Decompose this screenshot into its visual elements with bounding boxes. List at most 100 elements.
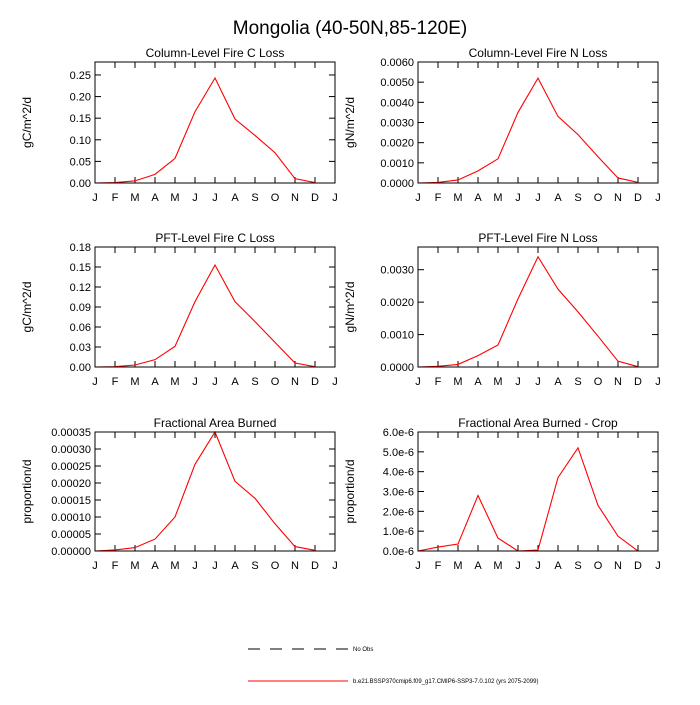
x-tick-label: M bbox=[453, 192, 462, 204]
x-tick-label: S bbox=[251, 560, 258, 572]
x-tick-label: A bbox=[151, 192, 159, 204]
y-tick-label: 0.10 bbox=[70, 135, 91, 147]
x-tick-label: M bbox=[493, 560, 502, 572]
x-tick-label: J bbox=[192, 192, 198, 204]
x-tick-label: D bbox=[311, 560, 319, 572]
y-tick-label: 0.00010 bbox=[51, 512, 91, 524]
y-axis-label: gC/m^2/d bbox=[20, 97, 34, 148]
x-tick-label: M bbox=[170, 560, 179, 572]
y-tick-label: 6.0e-6 bbox=[383, 427, 414, 439]
x-tick-label: A bbox=[151, 376, 159, 388]
y-tick-label: 0.0030 bbox=[380, 265, 414, 277]
legend-label: No Obs bbox=[353, 647, 373, 653]
x-tick-label: J bbox=[515, 376, 521, 388]
y-tick-label: 0.0020 bbox=[380, 297, 414, 309]
y-tick-label: 0.0000 bbox=[380, 362, 414, 374]
y-tick-label: 0.12 bbox=[70, 282, 91, 294]
x-tick-label: J bbox=[515, 192, 521, 204]
y-axis-label: proportion/d bbox=[343, 459, 357, 523]
y-tick-label: 0.00000 bbox=[51, 546, 91, 558]
panel-title: Fractional Area Burned bbox=[154, 416, 277, 430]
y-tick-label: 0.0000 bbox=[380, 178, 414, 190]
x-tick-label: M bbox=[170, 376, 179, 388]
y-tick-label: 0.00005 bbox=[51, 529, 91, 541]
y-tick-label: 0.15 bbox=[70, 262, 91, 274]
y-axis-label: proportion/d bbox=[20, 459, 34, 523]
x-tick-label: O bbox=[271, 376, 280, 388]
y-tick-label: 0.09 bbox=[70, 302, 91, 314]
x-tick-label: A bbox=[554, 560, 562, 572]
x-tick-label: M bbox=[493, 376, 502, 388]
legend-label: b.e21.BSSP370cmip6.f09_g17.CMIP6-SSP3-7.… bbox=[353, 679, 538, 685]
x-tick-label: N bbox=[614, 560, 622, 572]
y-tick-label: 0.0010 bbox=[380, 158, 414, 170]
x-tick-label: N bbox=[291, 376, 299, 388]
x-tick-label: J bbox=[535, 192, 541, 204]
x-tick-label: M bbox=[130, 560, 139, 572]
x-tick-label: A bbox=[151, 560, 159, 572]
y-tick-label: 4.0e-6 bbox=[383, 467, 414, 479]
y-axis-label: gN/m^2/d bbox=[343, 282, 357, 333]
x-tick-label: J bbox=[192, 376, 198, 388]
y-tick-label: 0.18 bbox=[70, 242, 91, 254]
data-line bbox=[417, 255, 639, 368]
x-tick-label: A bbox=[231, 376, 239, 388]
x-tick-label: M bbox=[130, 192, 139, 204]
x-tick-label: J bbox=[332, 560, 338, 572]
x-tick-label: J bbox=[192, 560, 198, 572]
x-tick-label: F bbox=[112, 376, 119, 388]
x-tick-label: A bbox=[474, 560, 482, 572]
data-line bbox=[94, 263, 316, 368]
x-tick-label: J bbox=[655, 560, 661, 572]
y-tick-label: 0.20 bbox=[70, 92, 91, 104]
x-tick-label: M bbox=[453, 560, 462, 572]
y-tick-label: 0.0010 bbox=[380, 330, 414, 342]
x-tick-label: F bbox=[435, 192, 442, 204]
x-tick-label: F bbox=[435, 560, 442, 572]
x-tick-label: M bbox=[130, 376, 139, 388]
y-tick-label: 0.00020 bbox=[51, 478, 91, 490]
figure-title: Mongolia (40-50N,85-120E) bbox=[233, 18, 467, 39]
plot-frame bbox=[417, 431, 659, 552]
x-tick-label: J bbox=[415, 376, 421, 388]
data-line bbox=[417, 76, 639, 184]
x-tick-label: S bbox=[251, 192, 258, 204]
y-tick-label: 0.15 bbox=[70, 113, 91, 125]
data-line bbox=[94, 76, 316, 184]
x-tick-label: A bbox=[554, 192, 562, 204]
plot-frame bbox=[94, 431, 336, 552]
x-tick-label: O bbox=[594, 192, 603, 204]
y-tick-label: 0.0020 bbox=[380, 138, 414, 150]
x-tick-label: A bbox=[474, 192, 482, 204]
plot-frame bbox=[94, 246, 336, 368]
x-tick-label: J bbox=[415, 560, 421, 572]
x-tick-label: M bbox=[453, 376, 462, 388]
x-tick-label: M bbox=[493, 192, 502, 204]
x-tick-label: J bbox=[212, 376, 218, 388]
x-tick-label: S bbox=[574, 376, 581, 388]
x-tick-label: O bbox=[594, 560, 603, 572]
x-tick-label: J bbox=[212, 560, 218, 572]
x-tick-label: J bbox=[655, 376, 661, 388]
panel-title: Fractional Area Burned - Crop bbox=[458, 416, 618, 430]
panel-title: Column-Level Fire C Loss bbox=[146, 46, 285, 60]
x-tick-label: D bbox=[311, 192, 319, 204]
x-tick-label: M bbox=[170, 192, 179, 204]
x-tick-label: S bbox=[574, 560, 581, 572]
y-tick-label: 0.00 bbox=[70, 178, 91, 190]
x-tick-label: J bbox=[92, 376, 98, 388]
x-tick-label: J bbox=[655, 192, 661, 204]
y-tick-label: 0.25 bbox=[70, 70, 91, 82]
x-tick-label: D bbox=[634, 376, 642, 388]
x-tick-label: J bbox=[535, 376, 541, 388]
y-tick-label: 0.0050 bbox=[380, 77, 414, 89]
x-tick-label: J bbox=[535, 560, 541, 572]
x-tick-label: D bbox=[634, 192, 642, 204]
x-tick-label: A bbox=[231, 192, 239, 204]
x-tick-label: D bbox=[634, 560, 642, 572]
data-line bbox=[94, 430, 316, 552]
y-tick-label: 0.06 bbox=[70, 322, 91, 334]
plot-frame bbox=[94, 61, 336, 184]
